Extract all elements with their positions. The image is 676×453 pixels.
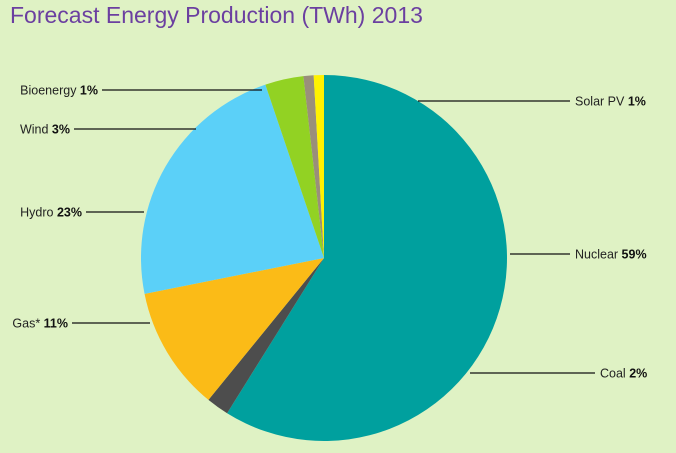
slice-label-bioenergy: Bioenergy 1% <box>20 84 98 98</box>
slice-label-gas: Gas* 11% <box>12 317 68 331</box>
pie-slice-coal <box>208 258 324 414</box>
pie-slice-hydro <box>140 84 324 294</box>
chart-title: Forecast Energy Production (TWh) 2013 <box>10 2 423 28</box>
pie-slice-solar-pv <box>313 75 324 258</box>
pie-slice-gas <box>144 258 324 400</box>
pie-slice-bioenergy <box>303 75 324 258</box>
slice-label-coal: Coal 2% <box>600 367 647 381</box>
slice-label-nuclear: Nuclear 59% <box>575 248 647 262</box>
slice-label-hydro: Hydro 23% <box>20 206 82 220</box>
pie-slice-wind <box>265 76 324 258</box>
slice-label-wind: Wind 3% <box>20 123 70 137</box>
pie-slice-nuclear <box>227 75 508 442</box>
slice-label-solar-pv: Solar PV 1% <box>575 95 646 109</box>
